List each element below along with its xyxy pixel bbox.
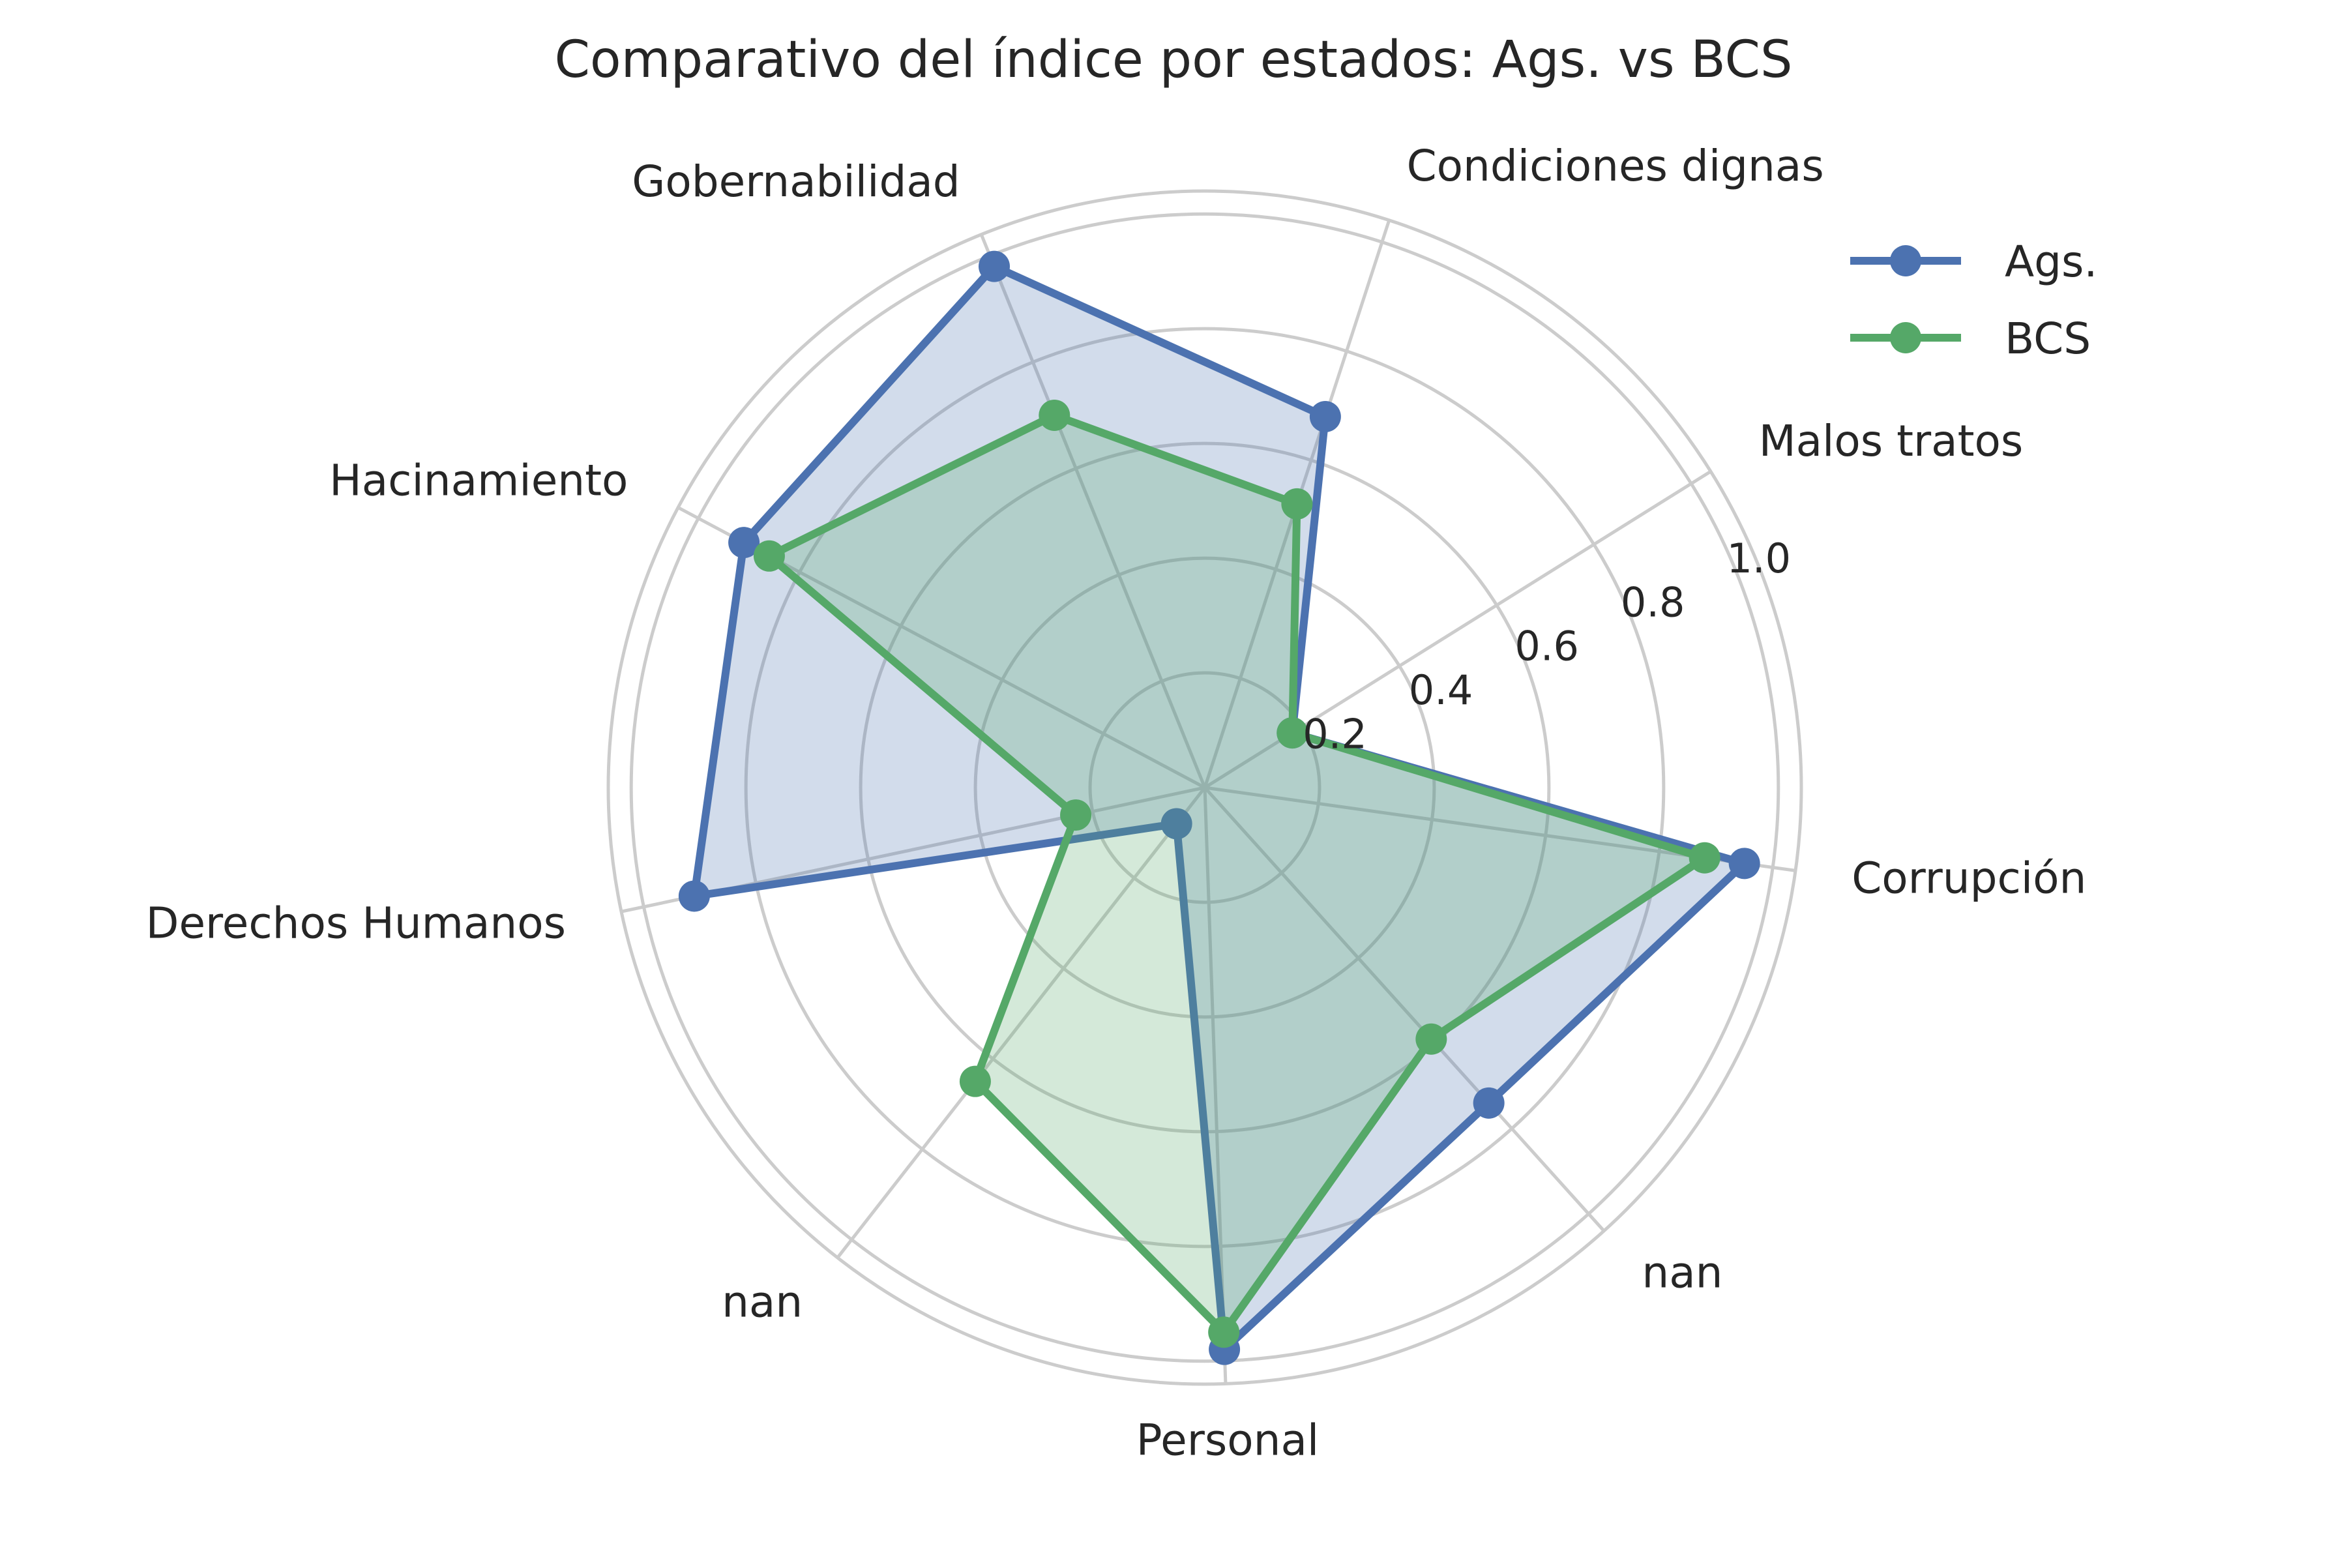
category-label-6: Derechos Humanos: [146, 898, 566, 948]
series-2-point-6: [1060, 799, 1092, 831]
series-2-point-3: [1281, 488, 1313, 520]
series-2-area: [769, 415, 1705, 1333]
grid-circle-2: [973, 556, 1436, 1019]
spoke-7: [836, 786, 1206, 1259]
legend: Ags. BCS: [1850, 237, 2097, 364]
series-1-point-3: [1309, 401, 1341, 433]
tick-label-4: 0.8: [1621, 578, 1685, 626]
series-2-point-9: [1415, 1023, 1447, 1055]
category-label-3: Condiciones dignas: [1407, 141, 1824, 191]
series-2-point-1: [1689, 842, 1720, 874]
series-1: [678, 250, 1760, 1365]
outer-frame-circle: [606, 189, 1803, 1386]
grid-circle-1: [1088, 671, 1321, 904]
series-2-point-2: [1277, 717, 1308, 749]
radial-tick-labels: 0.2 0.4 0.6 0.8 1.0: [1303, 535, 1791, 758]
series-1-point-1: [1728, 848, 1760, 880]
series-2-point-8: [1208, 1316, 1240, 1348]
series-1-area: [694, 266, 1745, 1350]
grid-circle-5: [629, 212, 1780, 1363]
series-2-line: [765, 411, 1709, 1337]
spoke-4: [979, 233, 1207, 788]
series-2-point-7: [959, 1065, 991, 1097]
category-labels: Corrupción Malos tratos Condiciones dignas…: [146, 141, 2087, 1465]
chart-title: Comparativo del índice por estados: Ags.…: [554, 31, 1792, 89]
grid-circle-4: [744, 327, 1666, 1249]
series-1-point-5: [728, 527, 760, 559]
series-1-point-6: [678, 880, 710, 912]
series-2-point-4: [1039, 399, 1070, 431]
legend-label-1: Ags.: [2005, 237, 2097, 287]
series-1-line: [690, 262, 1749, 1354]
legend-marker-1: [1890, 245, 1921, 276]
legend-marker-2: [1890, 322, 1921, 353]
series-2: [753, 399, 1720, 1348]
category-label-4: Gobernabilidad: [632, 156, 960, 207]
series-2-point-5: [753, 540, 785, 572]
tick-label-1: 0.2: [1303, 710, 1367, 758]
series-layer: [678, 250, 1760, 1365]
series-1-point-9: [1473, 1087, 1505, 1119]
legend-label-2: BCS: [2005, 314, 2091, 364]
tick-label-3: 0.6: [1514, 623, 1579, 670]
category-label-2: Malos tratos: [1759, 416, 2024, 466]
spoke-9: [1203, 786, 1606, 1232]
category-label-8: Personal: [1136, 1415, 1320, 1465]
tick-label-5: 1.0: [1726, 535, 1791, 582]
category-label-1: Corrupción: [1852, 853, 2086, 903]
series-1-point-4: [979, 250, 1011, 282]
series-1-point-7: [1160, 808, 1192, 840]
category-label-7: nan: [722, 1277, 803, 1327]
category-label-5: Hacinamiento: [329, 456, 628, 506]
tick-label-2: 0.4: [1409, 666, 1473, 714]
category-label-9: nan: [1642, 1248, 1722, 1298]
